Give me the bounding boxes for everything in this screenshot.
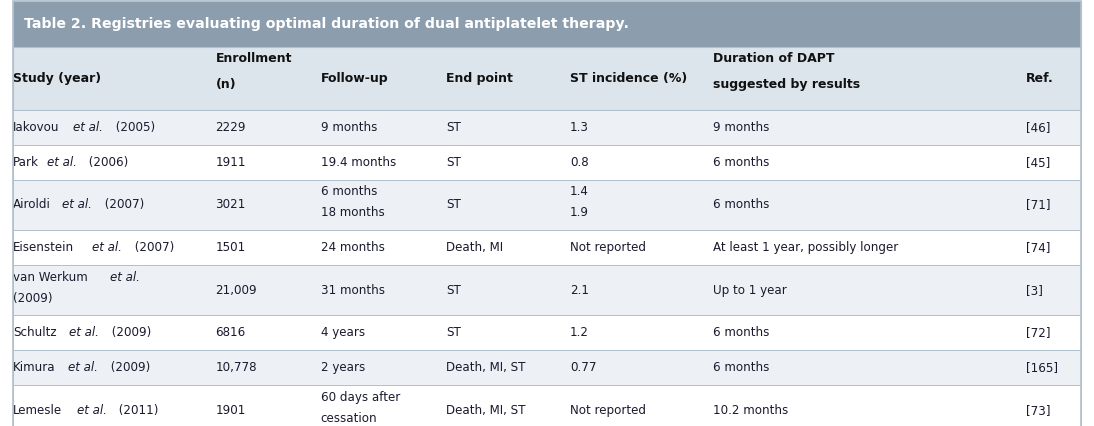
Text: Follow-up: Follow-up <box>321 72 388 85</box>
Text: et al.: et al. <box>68 361 98 374</box>
Text: 6816: 6816 <box>216 326 246 339</box>
Text: 6 months: 6 months <box>713 199 770 211</box>
Text: (n): (n) <box>216 78 236 92</box>
Text: cessation: cessation <box>321 412 377 425</box>
Text: [46]: [46] <box>1026 121 1050 134</box>
Text: 31 months: 31 months <box>321 284 385 296</box>
Text: 1501: 1501 <box>216 241 246 254</box>
Text: Table 2. Registries evaluating optimal duration of dual antiplatelet therapy.: Table 2. Registries evaluating optimal d… <box>24 17 629 31</box>
Text: 2229: 2229 <box>216 121 246 134</box>
Text: [73]: [73] <box>1026 404 1050 417</box>
Text: Ref.: Ref. <box>1026 72 1054 85</box>
Text: [74]: [74] <box>1026 241 1050 254</box>
Text: 21,009: 21,009 <box>216 284 257 296</box>
Text: van Werkum: van Werkum <box>13 271 88 284</box>
Text: 19.4 months: 19.4 months <box>321 156 396 169</box>
Text: (2009): (2009) <box>107 361 150 374</box>
Text: 0.8: 0.8 <box>570 156 589 169</box>
Text: et al.: et al. <box>69 326 100 339</box>
Text: 6 months: 6 months <box>713 361 770 374</box>
Text: 9 months: 9 months <box>321 121 377 134</box>
Text: (2006): (2006) <box>85 156 128 169</box>
Bar <box>13 180 1081 230</box>
Text: Eisenstein: Eisenstein <box>13 241 74 254</box>
Text: 18 months: 18 months <box>321 207 384 219</box>
Text: Death, MI, ST: Death, MI, ST <box>446 361 526 374</box>
Text: Death, MI: Death, MI <box>446 241 503 254</box>
Text: ST incidence (%): ST incidence (%) <box>570 72 687 85</box>
Text: 1.2: 1.2 <box>570 326 589 339</box>
Bar <box>13 110 1081 145</box>
Text: [45]: [45] <box>1026 156 1050 169</box>
Text: Lemesle: Lemesle <box>13 404 62 417</box>
Text: Death, MI, ST: Death, MI, ST <box>446 404 526 417</box>
Text: [3]: [3] <box>1026 284 1043 296</box>
Text: 6 months: 6 months <box>321 185 377 199</box>
Bar <box>13 230 1081 265</box>
Text: 1.3: 1.3 <box>570 121 589 134</box>
Text: Park: Park <box>13 156 39 169</box>
Bar <box>13 350 1081 385</box>
Bar <box>13 265 1081 315</box>
Text: et al.: et al. <box>77 404 106 417</box>
Text: [165]: [165] <box>1026 361 1058 374</box>
Text: et al.: et al. <box>109 271 139 284</box>
Text: (2009): (2009) <box>108 326 151 339</box>
Text: ST: ST <box>446 284 462 296</box>
Text: At least 1 year, possibly longer: At least 1 year, possibly longer <box>713 241 898 254</box>
Text: 1901: 1901 <box>216 404 246 417</box>
Bar <box>13 145 1081 180</box>
Text: (2007): (2007) <box>101 199 143 211</box>
Text: (2009): (2009) <box>13 292 53 305</box>
Text: ST: ST <box>446 199 462 211</box>
Text: 1.9: 1.9 <box>570 207 589 219</box>
Text: Study (year): Study (year) <box>13 72 102 85</box>
Text: 1911: 1911 <box>216 156 246 169</box>
Text: Schultz: Schultz <box>13 326 57 339</box>
Text: Iakovou: Iakovou <box>13 121 60 134</box>
Text: (2007): (2007) <box>130 241 174 254</box>
Text: (2005): (2005) <box>112 121 155 134</box>
Text: et al.: et al. <box>47 156 77 169</box>
Text: Not reported: Not reported <box>570 241 645 254</box>
Text: 2.1: 2.1 <box>570 284 589 296</box>
Text: 24 months: 24 months <box>321 241 384 254</box>
Text: 10,778: 10,778 <box>216 361 257 374</box>
Bar <box>13 315 1081 350</box>
Text: 4 years: 4 years <box>321 326 364 339</box>
Text: et al.: et al. <box>73 121 103 134</box>
Bar <box>13 1 1081 47</box>
Text: ST: ST <box>446 121 462 134</box>
Text: 9 months: 9 months <box>713 121 770 134</box>
Text: et al.: et al. <box>92 241 121 254</box>
Text: Enrollment: Enrollment <box>216 52 292 65</box>
Text: ST: ST <box>446 156 462 169</box>
Bar <box>13 385 1081 426</box>
Text: Kimura: Kimura <box>13 361 56 374</box>
Text: (2011): (2011) <box>115 404 159 417</box>
Text: 0.77: 0.77 <box>570 361 596 374</box>
Bar <box>13 47 1081 110</box>
Text: 1.4: 1.4 <box>570 185 589 199</box>
Text: Not reported: Not reported <box>570 404 645 417</box>
Text: End point: End point <box>446 72 513 85</box>
Text: et al.: et al. <box>62 199 92 211</box>
Text: [71]: [71] <box>1026 199 1050 211</box>
Text: Airoldi: Airoldi <box>13 199 51 211</box>
Text: 2 years: 2 years <box>321 361 364 374</box>
Text: 10.2 months: 10.2 months <box>713 404 789 417</box>
Text: 6 months: 6 months <box>713 326 770 339</box>
Text: 60 days after: 60 days after <box>321 391 399 404</box>
Text: ST: ST <box>446 326 462 339</box>
Text: 3021: 3021 <box>216 199 246 211</box>
Text: [72]: [72] <box>1026 326 1050 339</box>
Text: Duration of DAPT: Duration of DAPT <box>713 52 835 65</box>
Text: Up to 1 year: Up to 1 year <box>713 284 787 296</box>
Text: suggested by results: suggested by results <box>713 78 860 92</box>
Text: 6 months: 6 months <box>713 156 770 169</box>
